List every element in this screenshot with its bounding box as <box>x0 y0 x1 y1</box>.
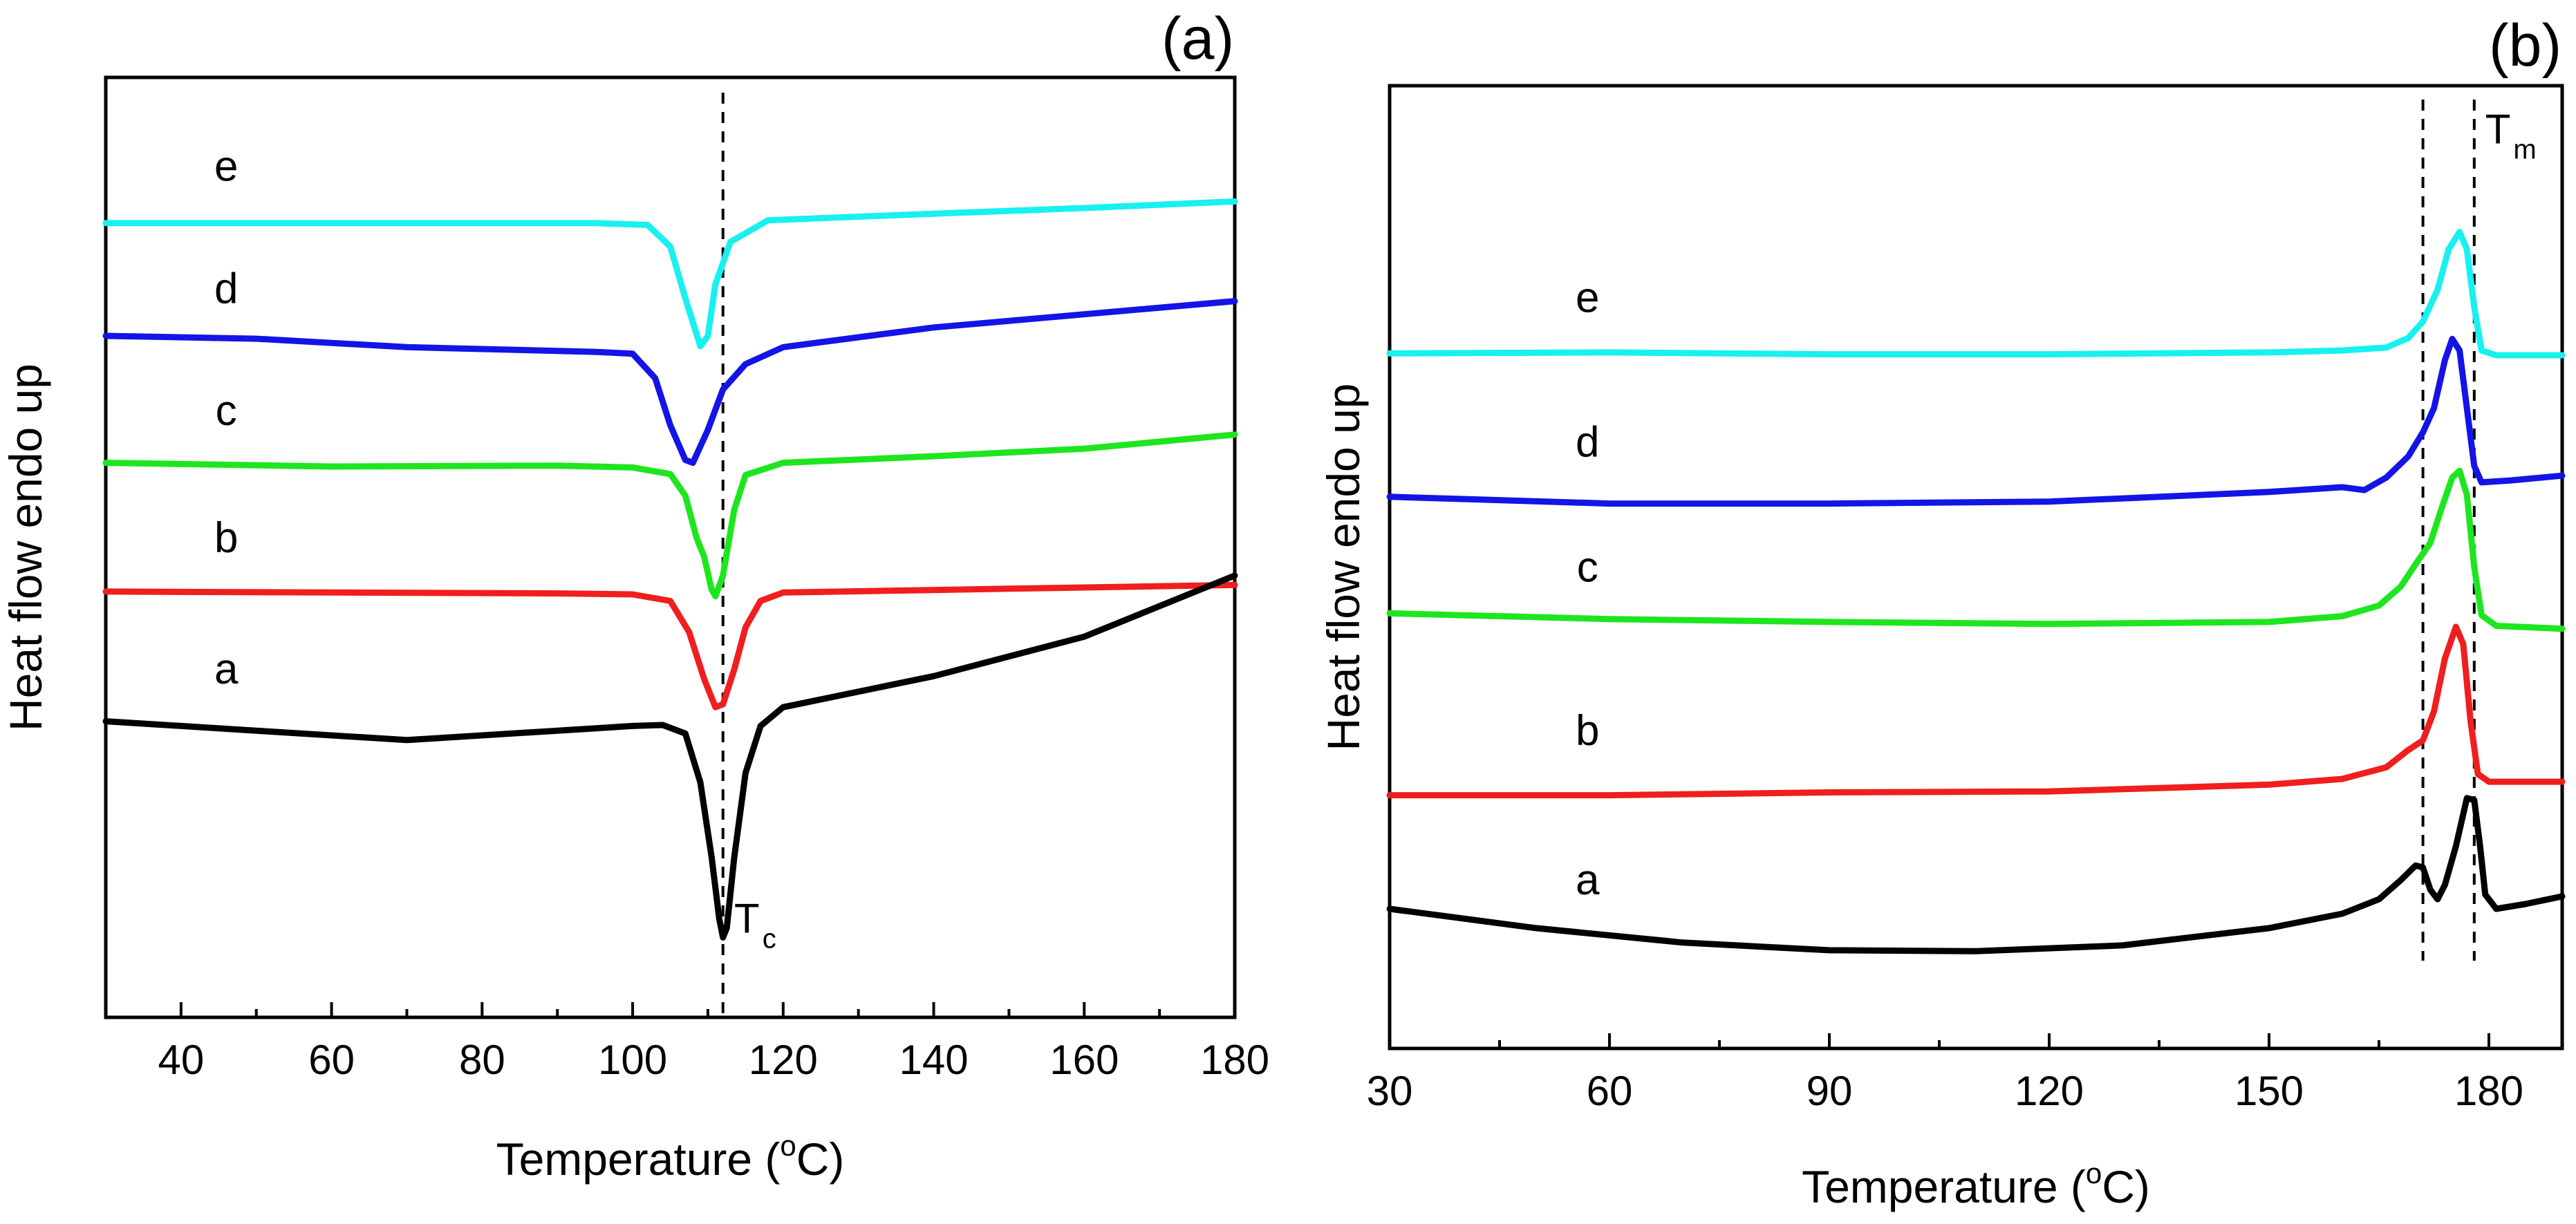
panel-b: 30 60 90 120 150 180 e d c b a T m (b) Heat flow endo … <box>1318 12 2566 1212</box>
panel-a: 40 60 80 100 120 140 160 180 e d c b a T c (a) Heat flow… <box>0 6 1269 1185</box>
panel-b-x-tick-label: 150 <box>2234 1068 2304 1114</box>
panel-a-x-tick-label: 120 <box>749 1037 818 1083</box>
panel-b-y-axis-title: Heat flow endo up <box>1318 383 1369 751</box>
panel-b-x-tick-label: 120 <box>2015 1068 2084 1114</box>
panel-b-plot-frame <box>1388 84 2564 1051</box>
panel-a-curve-d <box>102 298 1238 467</box>
panel-a-x-tick-label: 40 <box>158 1037 204 1083</box>
panel-a-x-tick-label: 80 <box>459 1037 505 1083</box>
panel-b-x-axis-title: Temperature (oC) <box>1802 1157 2150 1212</box>
panel-a-panel-label: (a) <box>1161 6 1234 72</box>
panel-a-curve-b <box>102 581 1238 710</box>
panel-b-x-tick-label: 30 <box>1367 1068 1413 1114</box>
panel-a-x-tick-label: 180 <box>1200 1037 1269 1083</box>
panel-a-plot-frame <box>104 75 1237 1019</box>
panel-a-curve-label-b: b <box>214 514 238 562</box>
panel-a-curve-label-c: c <box>216 387 237 435</box>
panel-a-curve-a <box>102 572 1238 941</box>
panel-a-x-tick-label: 60 <box>308 1037 355 1083</box>
panel-a-curve-label-d: d <box>214 265 238 312</box>
panel-a-curve-c <box>102 431 1238 600</box>
panel-a-x-tick-label: 140 <box>899 1037 968 1083</box>
panel-b-curve-label-e: e <box>1576 274 1599 321</box>
panel-b-curve-label-c: c <box>1577 543 1598 591</box>
panel-b-curve-d <box>1386 335 2566 507</box>
panel-a-x-axis-title: Temperature (oC) <box>496 1129 845 1185</box>
panel-b-curve-b <box>1386 623 2566 799</box>
panel-b-curve-label-a: a <box>1576 856 1600 904</box>
panel-b-x-tick-label: 60 <box>1587 1068 1633 1114</box>
panel-a-curve-e <box>102 198 1238 350</box>
panel-b-panel-label: (b) <box>2489 12 2561 79</box>
panel-b-curve-label-b: b <box>1576 707 1599 755</box>
panel-b-curve-label-d: d <box>1576 418 1599 466</box>
panel-a-x-tick-label: 100 <box>598 1037 667 1083</box>
panel-b-curve-e <box>1386 229 2566 359</box>
panel-a-y-axis-title: Heat flow endo up <box>0 364 51 731</box>
panel-a-x-tick-label: 160 <box>1049 1037 1119 1083</box>
panel-b-curve-c <box>1386 467 2566 632</box>
panel-b-curve-a <box>1386 795 2566 954</box>
panel-b-x-tick-label: 90 <box>1807 1068 1853 1114</box>
panel-a-curve-label-a: a <box>214 646 239 693</box>
panel-b-x-tick-label: 180 <box>2454 1068 2523 1114</box>
panel-a-curve-label-e: e <box>214 143 238 191</box>
